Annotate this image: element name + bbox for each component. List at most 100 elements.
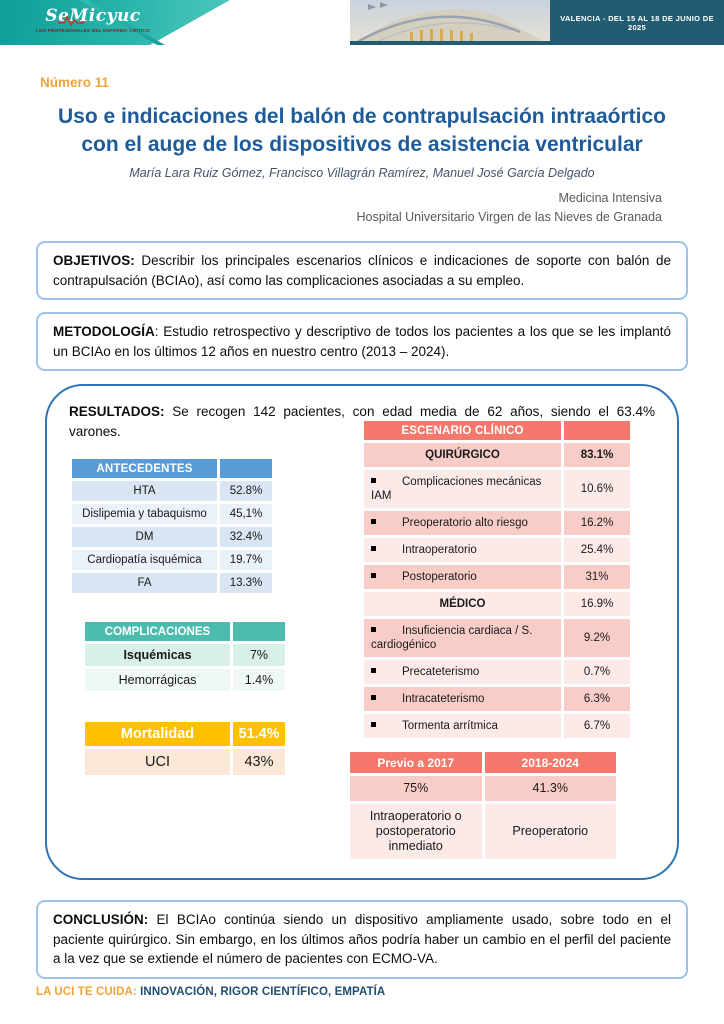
footer-slogan: LA UCI TE CUIDA: INNOVACIÓN, RIGOR CIENT… (36, 986, 385, 998)
table-row: Tormenta arrítmica 6.7% (364, 714, 630, 738)
poster-title: Uso e indicaciones del balón de contrapu… (30, 103, 694, 159)
section-label: MÉDICO (364, 592, 561, 616)
methodology-box: METODOLOGÍA: Estudio retrospectivo y des… (36, 312, 688, 371)
row-value: 6.7% (564, 714, 630, 738)
periodo-comparison-table: Previo a 2017 2018-2024 75% 41.3% Intrao… (347, 749, 619, 862)
escenario-clinico-table: ESCENARIO CLÍNICO QUIRÚRGICO 83.1% Compl… (361, 418, 633, 741)
bullet-square-icon (371, 519, 376, 524)
bullet-square-icon (371, 695, 376, 700)
complicaciones-header: COMPLICACIONES (85, 622, 230, 641)
table-row: Intraoperatorio 25.4% (364, 538, 630, 562)
footer-text: INNOVACIÓN, RIGOR CIENTÍFICO, EMPATÍA (140, 986, 386, 998)
conclusion-box: CONCLUSIÓN: El BCIAo continúa siendo un … (36, 900, 688, 979)
row-label: Tormenta arrítmica (402, 720, 498, 732)
mortalidad-header: Mortalidad (85, 722, 230, 746)
row-value: 6.3% (564, 687, 630, 711)
congress-banner: SeMicyuc LOS PROFESIONALES DEL ENFERMO C… (0, 0, 724, 45)
row-label: Preoperatorio alto riesgo (402, 517, 528, 529)
table-row: 75% 41.3% (350, 776, 616, 801)
section-row: QUIRÚRGICO 83.1% (364, 443, 630, 467)
row-label: Intraoperatorio (402, 544, 477, 556)
row-label: Cardiopatía isquémica (72, 550, 217, 570)
periodo-header-2: 2018-2024 (484, 752, 616, 773)
section-row: MÉDICO 16.9% (364, 592, 630, 616)
results-text: Se recogen 142 pacientes, con edad media… (69, 404, 655, 439)
antecedentes-header: ANTECEDENTES (72, 459, 217, 478)
cell-value: Preoperatorio (484, 804, 616, 859)
results-summary: RESULTADOS: Se recogen 142 pacientes, co… (69, 402, 655, 442)
table-row: UCI 43% (85, 749, 285, 775)
cell-value: Intraoperatorio o postoperatorio inmedia… (350, 804, 482, 859)
venue-dates-banner: VALENCIA - DEL 15 AL 18 DE JUNIO DE 2025 (550, 0, 724, 45)
objectives-text: Describir los principales escenarios clí… (53, 253, 671, 288)
methodology-text: : Estudio retrospectivo y descriptivo de… (53, 324, 671, 359)
poster-title-line2: con el auge de los dispositivos de asist… (81, 133, 643, 156)
row-value: 10.6% (564, 470, 630, 508)
table-row: Intraoperatorio o postoperatorio inmedia… (350, 804, 616, 859)
table-header-row: ESCENARIO CLÍNICO (364, 421, 630, 440)
cell-value: 41.3% (484, 776, 616, 801)
objectives-box: OBJETIVOS: Describir los principales esc… (36, 241, 688, 300)
row-label: Precateterismo (402, 666, 480, 678)
bullet-square-icon (371, 478, 376, 483)
periodo-header-1: Previo a 2017 (350, 752, 482, 773)
hospital: Hospital Universitario Virgen de las Nie… (356, 210, 662, 224)
row-value: 1.4% (233, 669, 285, 691)
row-value: 7% (233, 644, 285, 666)
semicyuc-logo-text: SeMicyuc (45, 6, 141, 26)
table-row: Isquémicas 7% (85, 644, 285, 666)
table-row: Precateterismo 0.7% (364, 660, 630, 684)
row-label: Isquémicas (85, 644, 230, 666)
section-value: 16.9% (564, 592, 630, 616)
row-label: DM (72, 527, 217, 547)
cell-value: 75% (350, 776, 482, 801)
row-label: UCI (85, 749, 230, 775)
table-row: Postoperatorio 31% (364, 565, 630, 589)
poster-authors: María Lara Ruiz Gómez, Francisco Villagr… (129, 166, 595, 180)
semicyuc-logo-tagline: LOS PROFESIONALES DEL ENFERMO CRÍTICO (36, 28, 150, 33)
row-value: 0.7% (564, 660, 630, 684)
complicaciones-header-value (233, 622, 285, 641)
table-row: Preoperatorio alto riesgo 16.2% (364, 511, 630, 535)
row-value: 52.8% (220, 481, 272, 501)
escenario-header-value (564, 421, 630, 440)
row-value: 31% (564, 565, 630, 589)
row-value: 43% (233, 749, 285, 775)
table-header-row: Mortalidad 51.4% (85, 722, 285, 746)
row-label: Insuficiencia cardiaca / S. cardiogénico (371, 625, 533, 651)
row-value: 32.4% (220, 527, 272, 547)
table-row: FA 13.3% (72, 573, 272, 593)
methodology-label: METODOLOGÍA (53, 324, 155, 339)
bullet-square-icon (371, 546, 376, 551)
table-row: Cardiopatía isquémica 19.7% (72, 550, 272, 570)
conclusion-label: CONCLUSIÓN: (53, 912, 149, 927)
row-label: Postoperatorio (402, 571, 477, 583)
footer-label: LA UCI TE CUIDA: (36, 986, 137, 998)
table-row: Complicaciones mecánicas IAM 10.6% (364, 470, 630, 508)
row-label: Hemorrágicas (85, 669, 230, 691)
section-value: 83.1% (564, 443, 630, 467)
escenario-header: ESCENARIO CLÍNICO (364, 421, 561, 440)
row-value: 45,1% (220, 504, 272, 524)
bullet-square-icon (371, 668, 376, 673)
table-row: Insuficiencia cardiaca / S. cardiogénico… (364, 619, 630, 657)
conclusion-text: El BCIAo continúa siendo un dispositivo … (53, 912, 671, 966)
results-box: RESULTADOS: Se recogen 142 pacientes, co… (45, 384, 679, 880)
row-value: 9.2% (564, 619, 630, 657)
antecedentes-table: ANTECEDENTES HTA 52.8% Dislipemia y tabaq… (69, 456, 275, 596)
department: Medicina Intensiva (558, 191, 662, 205)
table-row: DM 32.4% (72, 527, 272, 547)
poster-title-line1: Uso e indicaciones del balón de contrapu… (58, 105, 666, 128)
objectives-label: OBJETIVOS: (53, 253, 135, 268)
antecedentes-header-value (220, 459, 272, 478)
row-value: 16.2% (564, 511, 630, 535)
mortalidad-header-value: 51.4% (233, 722, 285, 746)
ecg-trace-icon (58, 16, 84, 26)
row-label: Complicaciones mecánicas IAM (371, 476, 542, 502)
complicaciones-table: COMPLICACIONES Isquémicas 7% Hemorrágicas… (82, 619, 288, 694)
table-row: Intracateterismo 6.3% (364, 687, 630, 711)
bullet-square-icon (371, 722, 376, 727)
table-row: HTA 52.8% (72, 481, 272, 501)
row-label: Dislipemia y tabaquismo (72, 504, 217, 524)
